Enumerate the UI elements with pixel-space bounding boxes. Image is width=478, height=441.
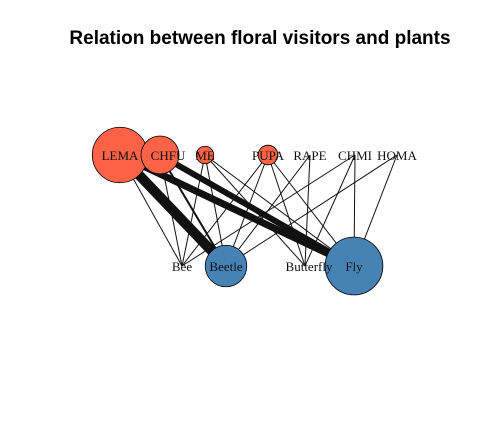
node-layer [91,126,384,296]
visitor-label-fly: Fly [345,259,363,274]
plant-label-lema: LEMA [102,148,139,163]
visitor-node-beetle [204,244,248,288]
edge-pupa-butterfly [267,154,306,267]
label-layer: LEMA CHFU ME PUPA RAPE CHMI HOMA Bee Beetle Butte… [102,148,418,274]
visitor-node-fly [324,236,384,296]
plant-node-me [195,145,215,165]
edge-chfu-fly [158,152,356,269]
plant-label-rape: RAPE [293,148,326,163]
plant-node-pupa [257,144,279,166]
plant-label-homa: HOMA [377,148,417,163]
edge-pupa-bee [181,154,269,267]
edge-me-bee [181,154,206,267]
page-title: Relation between floral visitors and pla… [69,28,451,49]
plant-node-chfu [140,135,180,175]
plant-label-me: ME [195,148,215,163]
edge-homa-beetle [225,154,398,267]
edge-me-butterfly [204,154,306,267]
plant-label-chmi: CHMI [338,148,372,163]
edge-rape-butterfly [304,154,311,267]
plant-label-pupa: PUPA [252,148,285,163]
edge-chmi-butterfly [304,154,356,267]
visitor-label-beetle: Beetle [209,259,242,274]
plant-label-chfu: CHFU [151,148,186,163]
visitor-label-butterfly: Butterfly [286,259,333,274]
edge-me-fly [204,154,355,267]
visitor-label-bee: Bee [172,259,192,274]
edge-chmi-bee [181,154,356,267]
